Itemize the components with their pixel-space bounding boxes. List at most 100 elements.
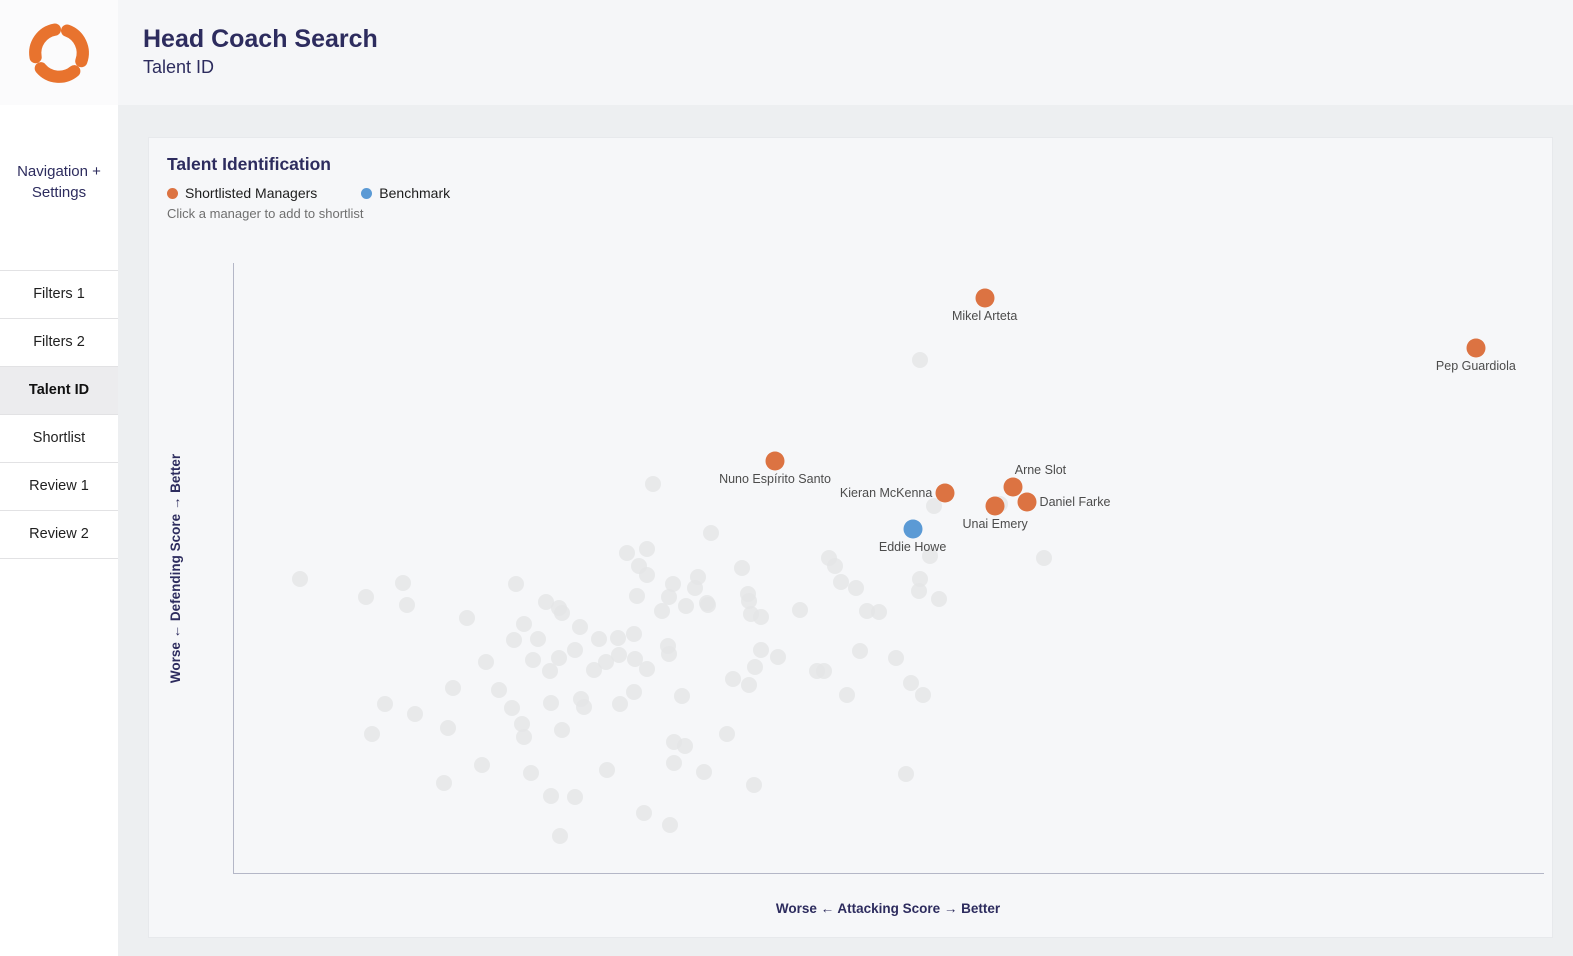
manager-dot[interactable] [629, 588, 646, 605]
manager-dot[interactable] [291, 570, 308, 587]
manager-dot[interactable] [696, 763, 713, 780]
manager-dot[interactable] [912, 351, 929, 368]
manager-dot[interactable] [591, 630, 608, 647]
manager-dot[interactable] [566, 788, 583, 805]
manager-dot[interactable] [725, 671, 742, 688]
manager-dot[interactable] [638, 566, 655, 583]
manager-dot[interactable] [660, 646, 677, 662]
manager-dot[interactable] [575, 699, 592, 716]
manager-dot[interactable] [903, 675, 920, 692]
manager-dot[interactable] [636, 805, 653, 822]
manager-dot[interactable] [645, 475, 662, 492]
manager-dot[interactable] [827, 558, 844, 575]
manager-dot[interactable] [506, 631, 523, 648]
manager-dot[interactable] [566, 641, 583, 658]
manager-dot[interactable] [490, 682, 507, 698]
manager-dot[interactable] [930, 591, 947, 608]
shortlisted-manager-dot[interactable] [1466, 338, 1486, 358]
manager-dot[interactable] [852, 642, 869, 659]
manager-dot[interactable] [625, 625, 642, 642]
manager-dot[interactable] [571, 619, 588, 636]
sidebar-item-shortlist[interactable]: Shortlist [0, 414, 118, 462]
manager-dot[interactable] [611, 647, 628, 664]
manager-dot[interactable] [740, 592, 757, 609]
manager-dot[interactable] [664, 575, 681, 592]
manager-dot[interactable] [394, 575, 411, 592]
manager-dot[interactable] [439, 719, 456, 736]
manager-dot[interactable] [921, 547, 938, 564]
manager-dot[interactable] [599, 761, 616, 778]
manager-dot[interactable] [459, 610, 476, 627]
sidebar-item-review-2[interactable]: Review 2 [0, 510, 118, 559]
manager-dot[interactable] [553, 722, 570, 739]
manager-dot[interactable] [514, 716, 531, 733]
manager-dot[interactable] [915, 686, 932, 703]
sidebar-item-review-1[interactable]: Review 1 [0, 462, 118, 510]
manager-dot[interactable] [734, 560, 751, 576]
manager-dot[interactable] [752, 608, 769, 625]
manager-dot[interactable] [702, 525, 719, 542]
manager-dot[interactable] [552, 827, 569, 844]
shortlisted-manager-dot[interactable] [1017, 492, 1037, 512]
manager-dot[interactable] [609, 630, 626, 647]
manager-dot[interactable] [740, 677, 757, 694]
manager-dot[interactable] [815, 663, 832, 680]
manager-dot[interactable] [550, 650, 567, 667]
manager-dot[interactable] [598, 653, 615, 670]
manager-dot[interactable] [625, 683, 642, 700]
shortlisted-manager-dot[interactable] [765, 451, 785, 471]
manager-dot[interactable] [524, 652, 541, 669]
sidebar-item-filters-1[interactable]: Filters 1 [0, 270, 118, 318]
manager-dot[interactable] [769, 649, 786, 666]
manager-dot[interactable] [674, 688, 691, 705]
manager-dot[interactable] [444, 680, 461, 697]
manager-dot[interactable] [687, 580, 704, 597]
manager-dot[interactable] [619, 544, 635, 561]
manager-dot[interactable] [752, 641, 769, 658]
manager-dot[interactable] [541, 663, 558, 680]
shortlisted-manager-dot[interactable] [1003, 477, 1023, 497]
manager-dot[interactable] [700, 597, 717, 614]
manager-dot[interactable] [435, 774, 452, 791]
manager-dot[interactable] [746, 777, 763, 794]
manager-dot[interactable] [543, 694, 560, 711]
manager-dot[interactable] [529, 630, 546, 647]
benchmark-dot[interactable] [903, 519, 923, 539]
manager-dot[interactable] [654, 602, 671, 619]
manager-dot[interactable] [363, 725, 380, 742]
shortlisted-manager-dot[interactable] [975, 288, 995, 308]
manager-dot[interactable] [925, 497, 942, 514]
manager-dot[interactable] [376, 696, 393, 713]
manager-dot[interactable] [477, 653, 494, 670]
manager-dot[interactable] [358, 589, 375, 606]
manager-dot[interactable] [612, 696, 629, 713]
manager-dot[interactable] [638, 661, 655, 678]
shortlisted-manager-dot[interactable] [985, 496, 1005, 516]
manager-dot[interactable] [406, 705, 423, 722]
shortlisted-manager-dot[interactable] [935, 483, 955, 503]
manager-dot[interactable] [677, 597, 694, 614]
manager-dot[interactable] [718, 725, 735, 742]
manager-dot[interactable] [662, 816, 679, 833]
manager-dot[interactable] [832, 574, 849, 591]
manager-dot[interactable] [898, 766, 915, 783]
manager-dot[interactable] [398, 597, 415, 614]
manager-dot[interactable] [887, 650, 904, 667]
manager-dot[interactable] [473, 757, 490, 774]
manager-dot[interactable] [503, 700, 520, 717]
manager-dot[interactable] [553, 605, 570, 622]
manager-dot[interactable] [747, 658, 764, 675]
manager-dot[interactable] [1035, 550, 1052, 567]
manager-dot[interactable] [626, 650, 643, 667]
manager-dot[interactable] [507, 575, 524, 592]
sidebar-item-talent-id[interactable]: Talent ID [0, 366, 118, 414]
manager-dot[interactable] [676, 738, 693, 755]
manager-dot[interactable] [911, 583, 928, 600]
manager-dot[interactable] [870, 603, 887, 620]
manager-dot[interactable] [839, 686, 856, 703]
manager-dot[interactable] [523, 764, 540, 781]
sidebar-item-filters-2[interactable]: Filters 2 [0, 318, 118, 366]
manager-dot[interactable] [543, 788, 560, 805]
manager-dot[interactable] [638, 541, 655, 558]
manager-dot[interactable] [666, 755, 683, 772]
